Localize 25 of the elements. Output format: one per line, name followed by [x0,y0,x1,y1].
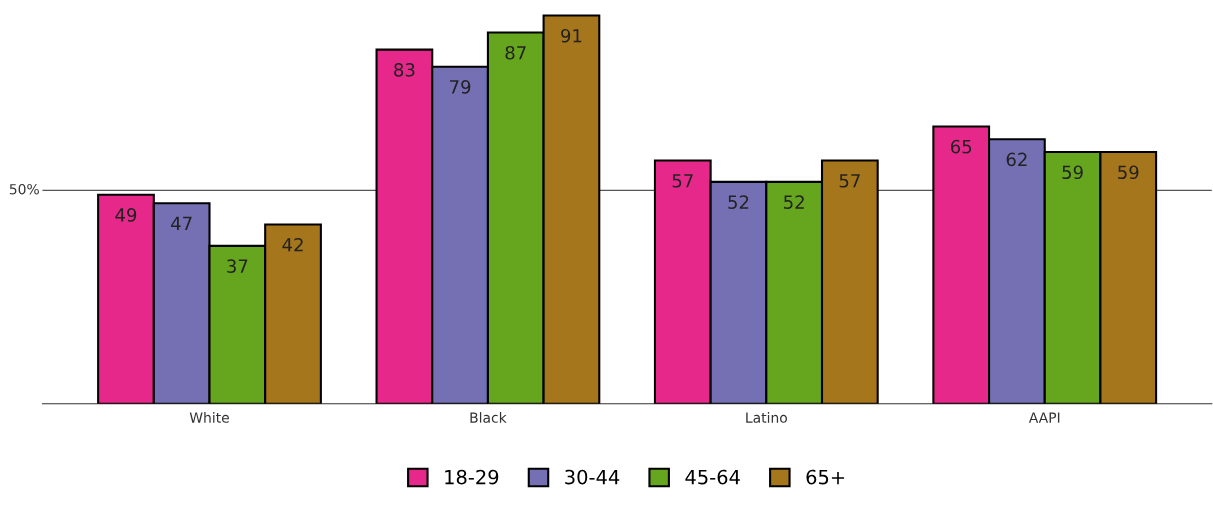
data-label: 52 [784,195,804,209]
data-label: 65 [950,139,972,154]
data-label: 47 [171,216,192,231]
data-label: 42 [282,237,303,252]
data-label: 59 [1062,165,1083,180]
data-label: 57 [839,174,860,188]
data-label: 83 [394,63,415,77]
data-label: 59 [1118,165,1139,180]
data-label: 37 [227,259,248,273]
data-label: 91 [561,28,582,43]
legend-label: 45-64 [685,469,740,485]
ref-line-label: 50% [9,183,39,195]
data-label: 49 [115,208,137,222]
data-label: 87 [505,45,526,60]
legend-label: 18-29 [445,469,499,485]
x-tick-label: AAPI [1028,412,1060,423]
legend-label: 65+ [806,469,845,485]
legend-label: 30-44 [565,469,620,485]
x-tick-label: Black [470,412,507,423]
data-label: 52 [728,195,749,209]
x-tick-label: Latino [746,412,787,423]
data-label: 79 [450,80,471,94]
data-label: 62 [1006,152,1027,167]
x-tick-label: White [189,412,229,423]
data-label: 57 [672,174,693,188]
